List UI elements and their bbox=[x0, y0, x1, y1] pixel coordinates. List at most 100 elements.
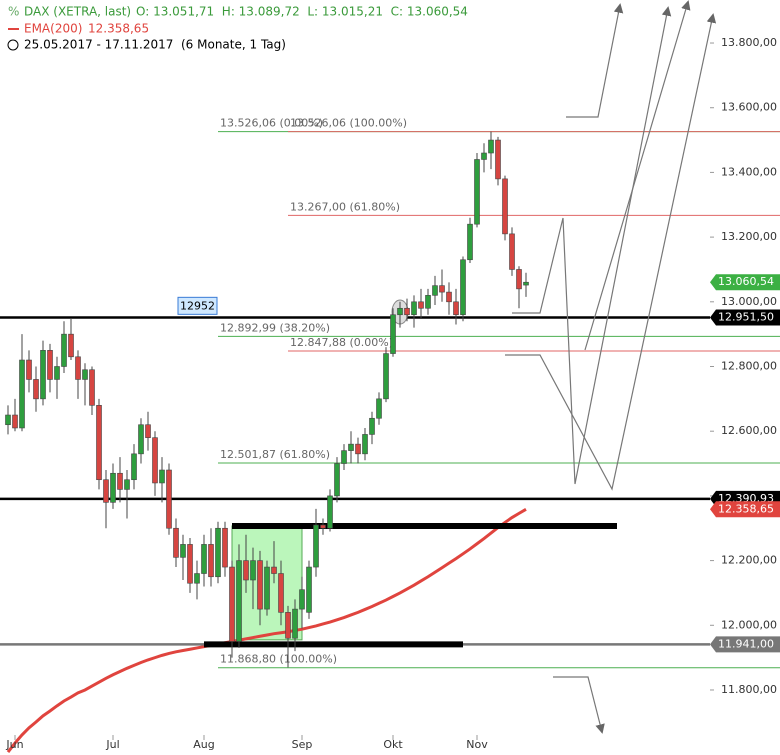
candle-body bbox=[75, 356, 81, 380]
candle-body bbox=[390, 314, 396, 354]
candle-body bbox=[33, 379, 39, 400]
alert-box bbox=[177, 296, 218, 315]
candle-body bbox=[278, 573, 284, 613]
candle-body bbox=[439, 285, 445, 293]
y-tick-label: 13.000,00 bbox=[721, 295, 777, 308]
y-tick-label: 13.800,00 bbox=[721, 36, 777, 49]
candle-body bbox=[26, 359, 32, 380]
fib-label: 13.267,00 (61.80%) bbox=[290, 200, 400, 213]
candle-body bbox=[54, 366, 60, 380]
y-tick-label: 13.600,00 bbox=[721, 101, 777, 114]
projection-path bbox=[566, 3, 624, 118]
candle-body bbox=[523, 281, 529, 286]
candle-body bbox=[418, 301, 424, 309]
x-tick-label: Aug bbox=[193, 738, 214, 751]
ema-label: 12.358,65 bbox=[718, 502, 774, 515]
x-tick-label: Jun bbox=[5, 738, 23, 751]
candle-body bbox=[334, 463, 340, 497]
x-tick-label: Okt bbox=[383, 738, 403, 751]
candle-body bbox=[250, 560, 256, 581]
candle-body bbox=[173, 527, 179, 558]
candle-body bbox=[222, 527, 228, 568]
candle-body bbox=[208, 544, 214, 578]
level-label: 12.951,50 bbox=[718, 310, 774, 323]
candle-body bbox=[145, 424, 151, 438]
ema-line bbox=[6, 507, 527, 754]
candle-body bbox=[229, 566, 235, 642]
y-tick-label: 12.600,00 bbox=[721, 424, 777, 437]
x-tick-label: Sep bbox=[292, 738, 313, 751]
y-tick-label: 13.200,00 bbox=[721, 230, 777, 243]
fib-label: 12.847,88 (0.00%) bbox=[290, 336, 393, 349]
alert-label: 12952 bbox=[180, 299, 215, 312]
candle-body bbox=[397, 307, 403, 316]
candle-body bbox=[320, 524, 326, 529]
ema-label-box bbox=[710, 501, 780, 518]
candle-body bbox=[131, 453, 137, 481]
candle-body bbox=[61, 333, 67, 367]
projection-lines bbox=[505, 0, 717, 734]
candle-body bbox=[103, 479, 109, 503]
chart-subtitle: 25.05.2017 - 17.11.2017 (6 Monate, 1 Tag… bbox=[24, 38, 286, 52]
level-label: 11.941,00 bbox=[718, 637, 774, 650]
candle-body bbox=[460, 259, 466, 316]
candle-body bbox=[474, 159, 480, 225]
chart-title: DAX (XETRA, last) bbox=[24, 5, 131, 19]
candle-body bbox=[369, 417, 375, 435]
level-label-box bbox=[710, 636, 780, 653]
candle-body bbox=[5, 414, 11, 426]
ohlc-summary: O: 13.051,71 H: 13.089,72 L: 13.015,21 C… bbox=[136, 5, 468, 19]
candle-body bbox=[425, 295, 431, 309]
candle-body bbox=[257, 560, 263, 610]
candle-body bbox=[341, 450, 347, 464]
candle-body bbox=[194, 573, 200, 584]
candle-body bbox=[481, 152, 487, 160]
candle-body bbox=[404, 307, 410, 316]
candle-body bbox=[187, 544, 193, 584]
candle-body bbox=[432, 285, 438, 296]
fib-label: 11.868,80 (100.00%) bbox=[220, 653, 337, 666]
fib-label: 12.892,99 (38.20%) bbox=[220, 321, 330, 334]
candle-body bbox=[453, 301, 459, 316]
x-tick-label: Jul bbox=[105, 738, 119, 751]
candle-body bbox=[138, 424, 144, 455]
candle-body bbox=[313, 524, 319, 568]
candle-body bbox=[19, 359, 25, 429]
clock-icon bbox=[7, 39, 19, 51]
candle-body bbox=[12, 414, 18, 429]
candle-body bbox=[68, 333, 74, 358]
projection-path bbox=[584, 0, 691, 351]
projection-path bbox=[512, 6, 672, 485]
projection-path bbox=[553, 676, 605, 734]
candle-body bbox=[292, 608, 298, 639]
candle-body bbox=[152, 437, 158, 484]
candle-body bbox=[327, 495, 333, 529]
candle-body bbox=[509, 233, 515, 270]
y-tick-label: 12.800,00 bbox=[721, 360, 777, 373]
legend-entry: EMA(200) bbox=[24, 22, 82, 36]
y-tick-label: 11.800,00 bbox=[721, 683, 777, 696]
candle-body bbox=[110, 472, 116, 503]
projection-path bbox=[505, 13, 717, 491]
candle-body bbox=[215, 527, 221, 578]
level-label-box bbox=[710, 309, 780, 326]
candle-body bbox=[502, 178, 508, 235]
candle-body bbox=[264, 566, 270, 610]
candle-body bbox=[383, 353, 389, 400]
x-tick-label: Nov bbox=[466, 738, 488, 751]
candle-body bbox=[159, 469, 165, 484]
candle-body bbox=[306, 566, 312, 613]
legend-value: 12.358,65 bbox=[88, 22, 149, 36]
fib-label: 13.526,06 (100.00%) bbox=[290, 117, 407, 130]
candle-body bbox=[271, 566, 277, 574]
candle-body bbox=[236, 560, 242, 642]
candle-body bbox=[411, 301, 417, 316]
candle-body bbox=[180, 544, 186, 558]
candle-body bbox=[285, 612, 291, 639]
candle-body bbox=[355, 443, 361, 455]
ohlc-icon: % bbox=[8, 5, 19, 19]
candle-body bbox=[376, 398, 382, 419]
candle-body bbox=[124, 479, 130, 490]
candle-body bbox=[362, 434, 368, 455]
